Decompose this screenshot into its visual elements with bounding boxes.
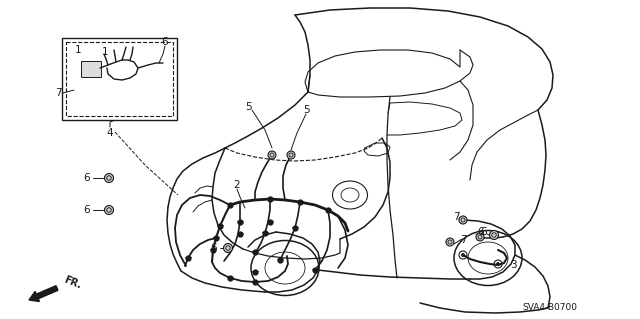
Circle shape [104, 205, 113, 214]
Text: 6: 6 [480, 227, 486, 237]
Text: 4: 4 [107, 128, 113, 138]
Text: 6: 6 [211, 243, 217, 253]
Text: FR.: FR. [62, 275, 83, 291]
Text: 1: 1 [75, 45, 82, 55]
Circle shape [268, 151, 276, 159]
Text: SVA4-B0700: SVA4-B0700 [522, 303, 577, 313]
Text: 7: 7 [453, 212, 460, 222]
Circle shape [476, 233, 484, 241]
Text: 6: 6 [83, 205, 90, 215]
Circle shape [459, 216, 467, 224]
Circle shape [72, 85, 81, 93]
FancyBboxPatch shape [81, 61, 101, 77]
Text: 5: 5 [244, 102, 252, 112]
Circle shape [154, 62, 162, 70]
Text: 7: 7 [56, 88, 62, 98]
Text: 6: 6 [477, 227, 484, 237]
Text: 2: 2 [234, 180, 240, 190]
Circle shape [497, 263, 499, 265]
Circle shape [287, 151, 295, 159]
Text: 6: 6 [83, 173, 90, 183]
FancyBboxPatch shape [62, 38, 177, 120]
Circle shape [490, 231, 499, 240]
Text: 6: 6 [162, 37, 168, 47]
Text: 7: 7 [460, 235, 467, 245]
Text: 3: 3 [510, 260, 516, 270]
FancyBboxPatch shape [66, 42, 173, 116]
Text: 5: 5 [303, 105, 309, 115]
Circle shape [223, 243, 232, 253]
FancyArrow shape [29, 286, 58, 301]
Circle shape [104, 174, 113, 182]
Circle shape [461, 254, 465, 256]
Circle shape [446, 238, 454, 246]
Text: 1: 1 [102, 47, 108, 57]
